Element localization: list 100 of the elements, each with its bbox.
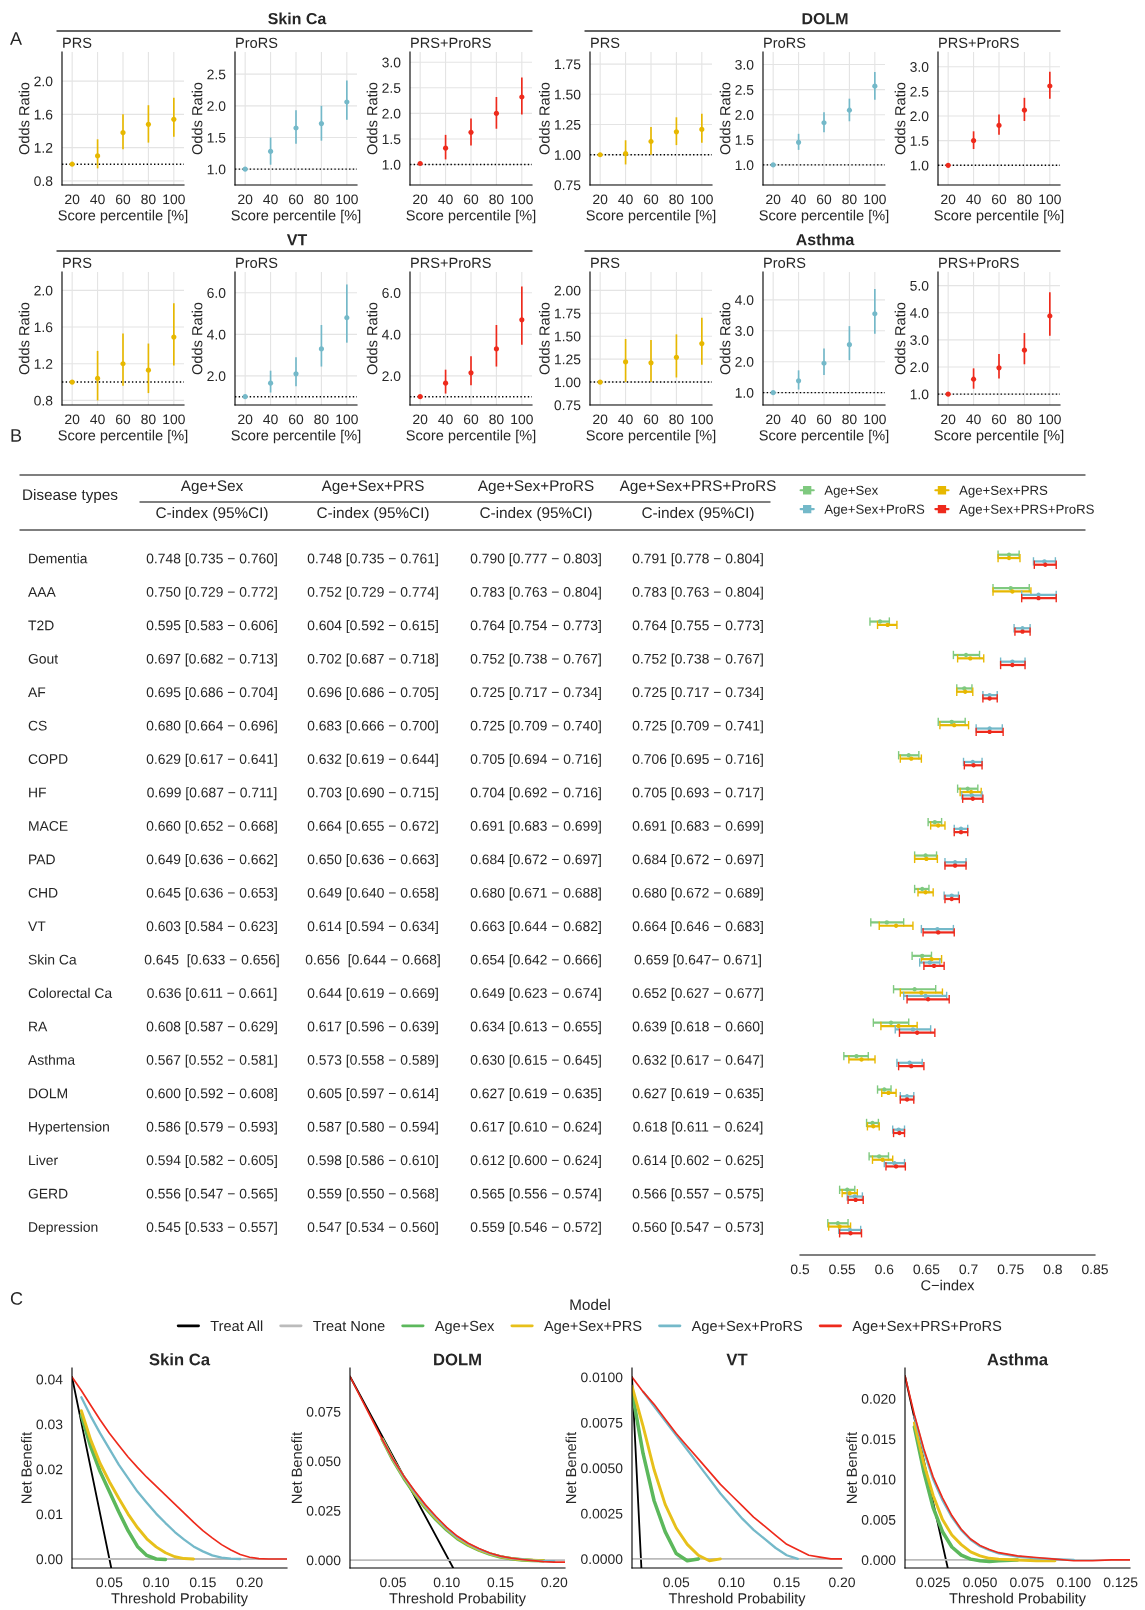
x-tick-label: 40	[618, 194, 633, 205]
y-tick-label: 1.75	[555, 308, 581, 319]
y-tick-label: 1.25	[555, 119, 581, 130]
x-axis-title: Threshold Probability	[949, 1592, 1086, 1607]
y-tick-label: 1.5	[910, 136, 929, 146]
chart-title: PRS+ProRS	[411, 37, 491, 48]
data-label: 0.594 [0.582 − 0.605]	[146, 1154, 277, 1168]
data-label: 0.791 [0.778 − 0.804]	[632, 553, 763, 567]
x-tick-label: 60	[643, 414, 659, 425]
y-tick-label: 1.0	[207, 164, 226, 175]
y-axis-title: Net Benefit	[846, 1432, 857, 1503]
data-label: 0.586 [0.579 − 0.593]	[146, 1121, 277, 1135]
category-label: PAD	[29, 854, 55, 865]
legend-label: Age+Sex+ProRS	[691, 1320, 803, 1334]
x-tick-label: 0.20	[829, 1577, 855, 1588]
y-tick-label: 1.75	[555, 59, 581, 70]
x-tick-label: 80	[141, 194, 156, 205]
data-label: 0.654 [0.642 − 0.666]	[470, 954, 601, 968]
data-label: 0.650 [0.636 − 0.663]	[307, 854, 438, 868]
y-tick-label: 0.04	[36, 1374, 63, 1385]
text: DOLM	[802, 12, 848, 25]
x-tick-label: 0.050	[963, 1577, 997, 1588]
y-axis-title: Odds Ratio	[894, 302, 906, 375]
x-tick-label: 0.8	[1043, 1264, 1062, 1275]
chart-title: PRS+ProRS	[939, 257, 1019, 268]
y-tick-label: 2.0	[34, 76, 53, 87]
category-label: Asthma	[28, 1054, 76, 1065]
data-label: 0.752 [0.738 − 0.767]	[632, 653, 763, 667]
y-tick-label: 1.50	[555, 331, 581, 342]
x-tick-label: 20	[65, 414, 80, 425]
y-tick-label: 3.0	[382, 57, 401, 68]
chart-title: Asthma	[987, 1353, 1049, 1366]
data-label: 0.699 [0.687 − 0.711]	[147, 787, 277, 801]
chart-title: ProRS	[764, 37, 806, 48]
text: Asthma	[796, 233, 855, 246]
data-label: 0.603 [0.584 − 0.623]	[146, 920, 277, 934]
data-label: 0.649 [0.636 − 0.662]	[146, 854, 277, 868]
data-label: 0.790 [0.777 − 0.803]	[470, 553, 601, 567]
x-axis-title: Score percentile [%]	[406, 209, 536, 224]
y-tick-label: 1.6	[34, 109, 53, 120]
data-label: 0.618 [0.611 − 0.624]	[633, 1121, 763, 1135]
x-tick-label: 80	[842, 414, 857, 425]
text: VT	[286, 234, 308, 246]
y-tick-label: 0.020	[861, 1393, 896, 1404]
x-tick-label: 100	[336, 194, 358, 205]
x-axis-title: Threshold Probability	[389, 1592, 526, 1607]
x-tick-label: 0.125	[1103, 1577, 1138, 1588]
data-label: 0.725 [0.717 − 0.734]	[632, 686, 763, 700]
x-tick-label: 100	[336, 414, 358, 425]
x-tick-label: 60	[463, 414, 479, 425]
text: C-index (95%CI)	[480, 506, 592, 522]
data-label: 0.566 [0.557 − 0.575]	[632, 1188, 763, 1202]
data-label: 0.632 [0.619 − 0.644]	[307, 753, 438, 767]
x-tick-label: 100	[511, 414, 533, 425]
y-tick-label: 1.5	[735, 135, 754, 145]
y-axis-title: Odds Ratio	[366, 82, 378, 155]
data-label: 0.706 [0.695 − 0.716]	[632, 753, 763, 767]
data-label: 0.547 [0.534 − 0.560]	[307, 1221, 438, 1235]
x-tick-label: 20	[766, 414, 781, 425]
category-label: COPD	[28, 754, 68, 765]
x-tick-label: 60	[816, 414, 832, 425]
y-tick-label: 0.00	[36, 1554, 63, 1565]
x-tick-label: 20	[238, 414, 253, 425]
y-tick-label: 1.5	[207, 132, 226, 143]
y-tick-label: 1.6	[34, 322, 53, 333]
x-axis-title: Score percentile [%]	[934, 429, 1064, 444]
chart-title: ProRS	[236, 37, 278, 48]
category-label: HF	[29, 787, 46, 798]
text: Skin Ca	[268, 12, 327, 25]
x-tick-label: 0.05	[380, 1577, 406, 1588]
text: B	[11, 429, 22, 442]
data-label: 0.649 [0.640 − 0.658]	[307, 887, 438, 901]
y-tick-label: 1.00	[555, 377, 581, 388]
category-label: Liver	[29, 1154, 58, 1166]
y-tick-label: 0.75	[554, 400, 581, 411]
y-tick-label: 0.0075	[581, 1417, 623, 1428]
chart-title: Skin Ca	[149, 1353, 211, 1366]
category-label: RA	[29, 1021, 48, 1032]
x-tick-label: 80	[141, 414, 156, 425]
chart-title: VT	[726, 1353, 748, 1366]
y-tick-label: 2.5	[207, 69, 226, 80]
y-axis-title: Odds Ratio	[894, 82, 906, 155]
x-axis-title: Threshold Probability	[668, 1592, 806, 1607]
x-tick-label: 40	[966, 414, 981, 425]
y-tick-label: 1.2	[34, 142, 53, 153]
legend-title: Model	[570, 1298, 610, 1311]
x-tick-label: 40	[263, 414, 278, 425]
text: Age+Sex+ProRS	[477, 480, 594, 495]
data-label: 0.608 [0.587 − 0.629]	[146, 1021, 277, 1035]
x-tick-label: 0.65	[913, 1264, 940, 1275]
x-tick-label: 80	[314, 414, 329, 425]
y-tick-label: 0.02	[36, 1464, 63, 1475]
y-tick-label: 2.0	[382, 371, 401, 382]
x-tick-label: 100	[691, 194, 713, 205]
y-tick-label: 2.0	[34, 285, 53, 296]
category-label: AF	[28, 687, 46, 698]
data-label: 0.752 [0.729 − 0.774]	[307, 586, 438, 600]
x-tick-label: 100	[691, 414, 713, 425]
x-tick-label: 60	[991, 194, 1007, 205]
data-label: 0.617 [0.610 − 0.624]	[470, 1121, 601, 1135]
